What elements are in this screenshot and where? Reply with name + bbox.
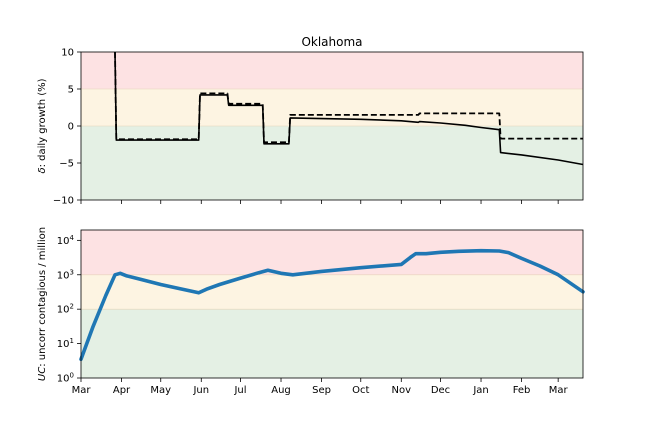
contagious-panel: 104 103 102 101 100 Mar Apr May Jun Jul Aug Sep Oct…	[37, 227, 585, 396]
contagious-x-tick-label: Jul	[233, 385, 246, 396]
contagious-band-2	[81, 309, 583, 378]
contagious-series-solid-line	[79, 248, 585, 362]
contagious-background-bands	[81, 230, 583, 378]
growth-series	[114, 51, 584, 166]
contagious-series	[79, 248, 585, 362]
contagious-y-axis-text: : uncorr contagious / million	[37, 227, 48, 367]
growth-y-ticks: 10 5 0 −5 −10	[53, 48, 81, 207]
contagious-y-tick-label: 102	[57, 303, 74, 316]
growth-panel: 10 5 0 −5 −10 Oklahoma δ: daily growth (%)	[37, 35, 584, 207]
growth-y-axis-text: : daily growth (%)	[37, 78, 48, 167]
growth-y-axis-label: δ: daily growth (%)	[37, 78, 48, 173]
growth-y-axis-symbol: δ	[37, 167, 48, 173]
contagious-x-tick-label: Jan	[472, 385, 488, 396]
contagious-x-tick-label: Apr	[113, 385, 131, 396]
growth-y-tick-label: 10	[61, 48, 74, 59]
contagious-y-tick-label: 101	[57, 337, 74, 350]
contagious-x-tick-label: Nov	[392, 385, 412, 396]
contagious-x-tick-label: May	[150, 385, 171, 396]
growth-y-tick-label: 5	[68, 85, 74, 96]
growth-y-tick-label: −5	[59, 159, 74, 170]
contagious-x-tick-label: Oct	[352, 385, 369, 396]
contagious-x-tick-label: Feb	[513, 385, 531, 396]
growth-band-0	[81, 52, 583, 89]
contagious-y-tick-label: 103	[57, 268, 74, 281]
contagious-x-tick-label: Mar	[72, 385, 92, 396]
growth-y-tick-label: 0	[68, 122, 74, 133]
growth-series-dashed-line	[114, 51, 583, 144]
contagious-y-ticks: 104 103 102 101 100	[57, 234, 81, 385]
contagious-x-tick-label: Sep	[312, 385, 331, 396]
contagious-axes-frame	[80, 229, 584, 379]
contagious-x-tick-label: Mar	[549, 385, 569, 396]
contagious-y-axis-symbol: UC	[37, 367, 48, 381]
contagious-y-axis-label: UC: uncorr contagious / million	[37, 227, 48, 381]
contagious-x-tick-label: Dec	[431, 385, 450, 396]
contagious-y-tick-label: 100	[57, 372, 74, 385]
chart-title: Oklahoma	[301, 35, 362, 49]
contagious-y-tick-label: 104	[57, 234, 75, 247]
growth-y-tick-label: −10	[53, 196, 74, 207]
growth-background-bands	[81, 52, 583, 200]
growth-x-ticks	[80, 200, 559, 204]
growth-band-2	[81, 126, 583, 200]
contagious-gridlines	[81, 274, 583, 310]
contagious-x-tick-label: Jun	[192, 385, 209, 396]
growth-gridlines	[81, 88, 583, 127]
contagious-x-tick-label: Aug	[271, 385, 291, 396]
growth-band-1	[81, 89, 583, 126]
contagious-band-1	[81, 274, 583, 310]
contagious-x-ticks: Mar Apr May Jun Jul Aug Sep Oct Nov Dec Jan Feb Mar	[72, 378, 569, 396]
